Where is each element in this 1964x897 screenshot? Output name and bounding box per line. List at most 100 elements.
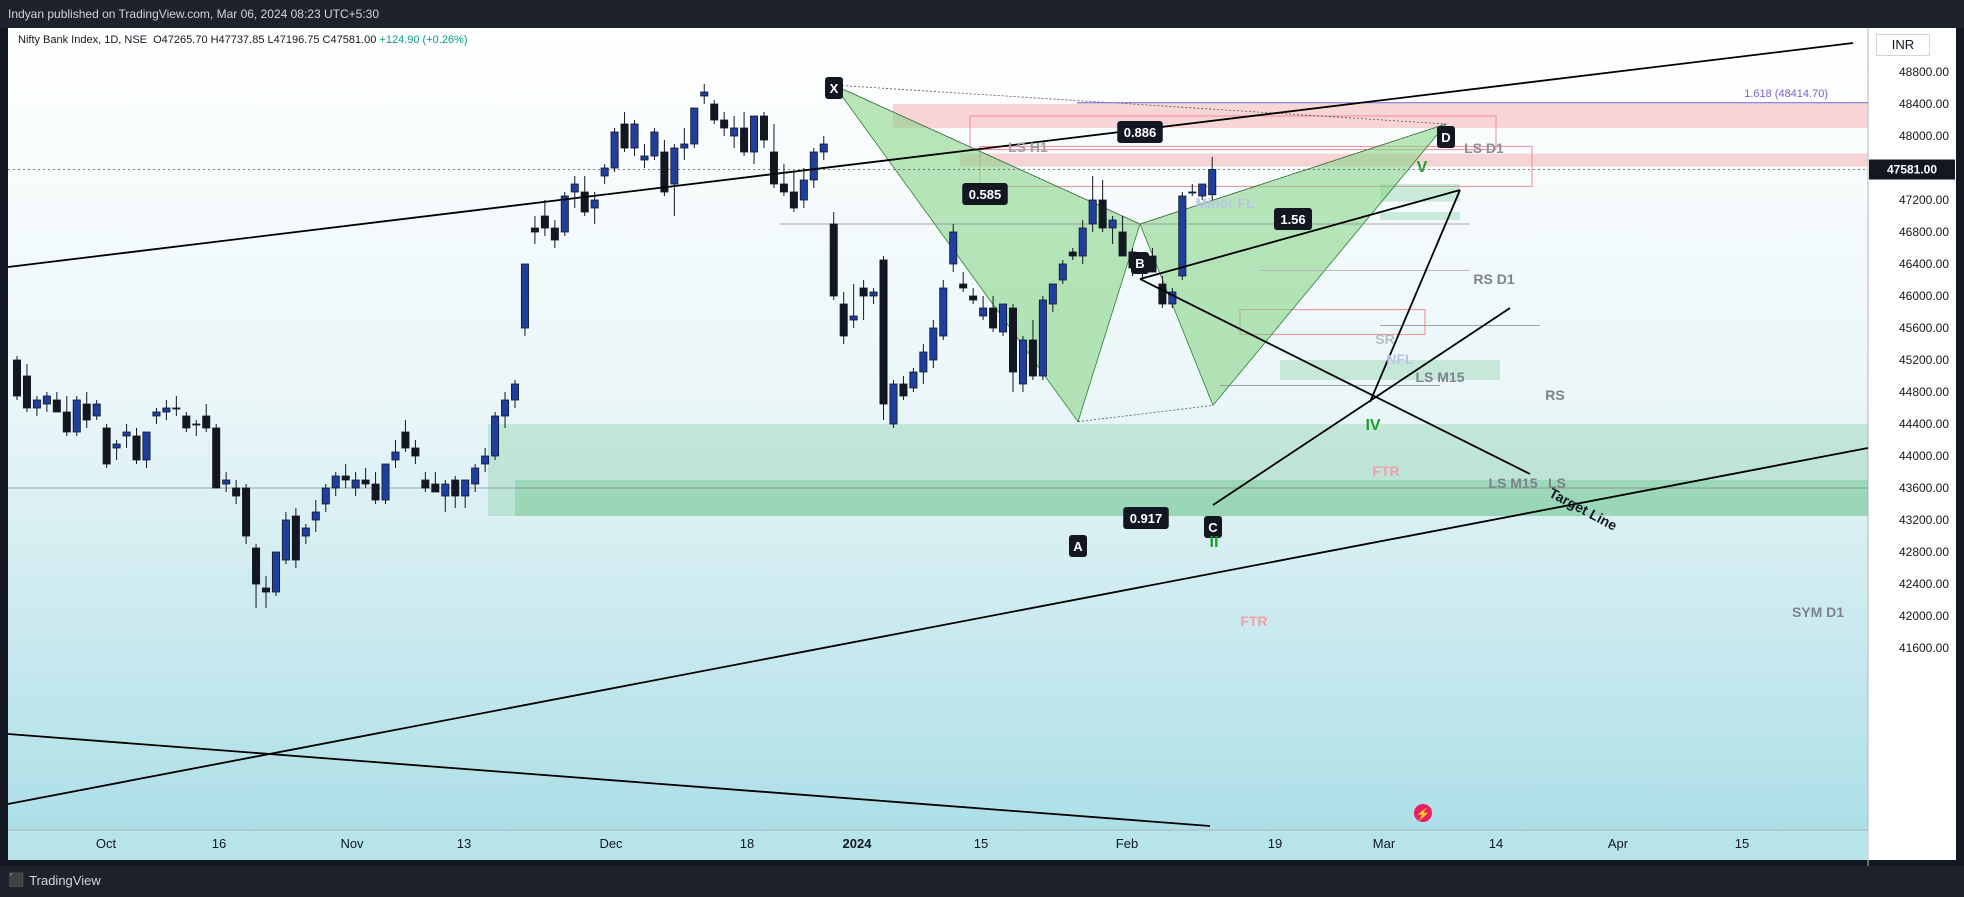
y-tick-label: 42800.00: [1899, 545, 1949, 559]
candle-body: [1188, 191, 1197, 194]
candle-body: [381, 463, 390, 501]
level-label: RS: [1545, 387, 1564, 403]
candle-body: [62, 411, 71, 433]
candle-body: [1158, 283, 1167, 305]
y-tick-label: 42400.00: [1899, 577, 1949, 591]
candle-body: [740, 127, 749, 153]
candle-body: [142, 431, 151, 461]
candle-body: [481, 455, 490, 465]
footer-brand: TradingView: [29, 872, 101, 888]
symbol-legend: Nifty Bank Index, 1D, NSE O47265.70 H477…: [18, 34, 468, 46]
leg-line: [1369, 189, 1461, 403]
candle-body: [52, 399, 61, 413]
ratio-label: 0.585: [969, 187, 1002, 202]
candle-body: [32, 399, 41, 409]
candle-body: [371, 483, 380, 501]
candle-body: [969, 295, 978, 301]
y-tick-label: 44400.00: [1899, 417, 1949, 431]
level-label: FTR: [1372, 463, 1399, 479]
candle-body: [1178, 195, 1187, 277]
wave-label: II: [1210, 534, 1219, 551]
candle-body: [501, 399, 510, 417]
candle-body: [411, 447, 420, 457]
pattern-point-a-badge: [1069, 535, 1087, 557]
ratio-label: 1.56: [1280, 212, 1305, 227]
trendline-bottom: [7, 733, 1211, 827]
x-tick-label: 15: [974, 836, 988, 851]
candle-body: [451, 479, 460, 497]
candle-body: [750, 115, 759, 153]
x-tick-label: Nov: [340, 836, 364, 851]
candle-body: [242, 487, 251, 537]
candle-body: [570, 183, 579, 193]
level-label: LS M15: [1415, 369, 1464, 385]
candle-body: [261, 587, 270, 593]
pattern-point-x: X: [830, 81, 839, 96]
candle-body: [471, 467, 480, 485]
pattern-point-b: B: [1135, 256, 1144, 271]
candle-body: [859, 287, 868, 297]
candle-body: [122, 431, 131, 437]
ratio-label-badge: [962, 183, 1008, 205]
candle-body: [949, 231, 958, 265]
candle-body: [1088, 199, 1097, 225]
candle-body: [710, 103, 719, 121]
zone-ftr: [1280, 360, 1500, 380]
y-tick-label: 43200.00: [1899, 513, 1949, 527]
candle-body: [271, 551, 280, 593]
y-tick-label: 46000.00: [1899, 289, 1949, 303]
candle-body: [829, 223, 838, 297]
candle-body: [12, 359, 21, 397]
candle-body: [580, 191, 589, 213]
level-label: RS D1: [1473, 271, 1514, 287]
candle-body: [1118, 231, 1127, 257]
currency-selector[interactable]: INR: [1876, 34, 1930, 56]
flash-icon-glyph: ⚡: [1416, 807, 1431, 821]
candle-body: [869, 291, 878, 297]
candle-body: [899, 383, 908, 397]
x-tick-label: 13: [457, 836, 471, 851]
candle-body: [510, 383, 519, 401]
y-tick-label: 44800.00: [1899, 385, 1949, 399]
candle-body: [351, 479, 360, 489]
y-tick-label: 41600.00: [1899, 641, 1949, 655]
ratio-line-ac: [1077, 404, 1214, 423]
x-tick-label: 15: [1735, 836, 1749, 851]
y-tick-label: 48400.00: [1899, 97, 1949, 111]
candle-body: [1028, 339, 1037, 377]
candle-body: [989, 307, 998, 329]
channel-lower: [1212, 307, 1511, 506]
ratio-label: 0.886: [1124, 125, 1157, 140]
publisher-text: Indyan published on TradingView.com, Mar…: [8, 7, 380, 21]
wave-label: IV: [1365, 417, 1380, 434]
candle-body: [321, 487, 330, 505]
candle-body: [939, 287, 948, 337]
candle-body: [291, 515, 300, 561]
candle-body: [819, 143, 828, 153]
candle-body: [162, 407, 171, 413]
candle-body: [1048, 283, 1057, 305]
ratio-label-badge: [1123, 507, 1169, 529]
candle-body: [72, 399, 81, 433]
candle-body: [281, 519, 290, 561]
tradingview-logo[interactable]: ⬛ TradingView: [8, 872, 101, 888]
y-tick-label: 44000.00: [1899, 449, 1949, 463]
candle-body: [530, 227, 539, 233]
footer-bar: ⬛ TradingView: [0, 866, 1964, 897]
level-label: Minor FL: [1195, 195, 1255, 211]
candle-body: [690, 107, 699, 145]
candle-body: [670, 147, 679, 185]
candle-body: [22, 375, 31, 409]
trendline-lower: [7, 447, 1869, 805]
candle-body: [92, 403, 101, 417]
flash-icon[interactable]: [1414, 804, 1432, 822]
price-chart[interactable]: X A B C D 0.886 0.585 1.56 0.917 II IV V LS H1 LS D1 M…: [0, 0, 1964, 866]
candle-body: [700, 91, 709, 97]
demand-zone-inner: [515, 480, 1868, 516]
pattern-point-a: A: [1073, 539, 1083, 554]
level-label: SYM D1: [1792, 604, 1844, 620]
y-tick-label: 46800.00: [1899, 225, 1949, 239]
last-price-label: 47581.00: [1887, 163, 1937, 177]
pattern-point-c-badge: [1204, 516, 1222, 538]
candle-body: [769, 151, 778, 185]
